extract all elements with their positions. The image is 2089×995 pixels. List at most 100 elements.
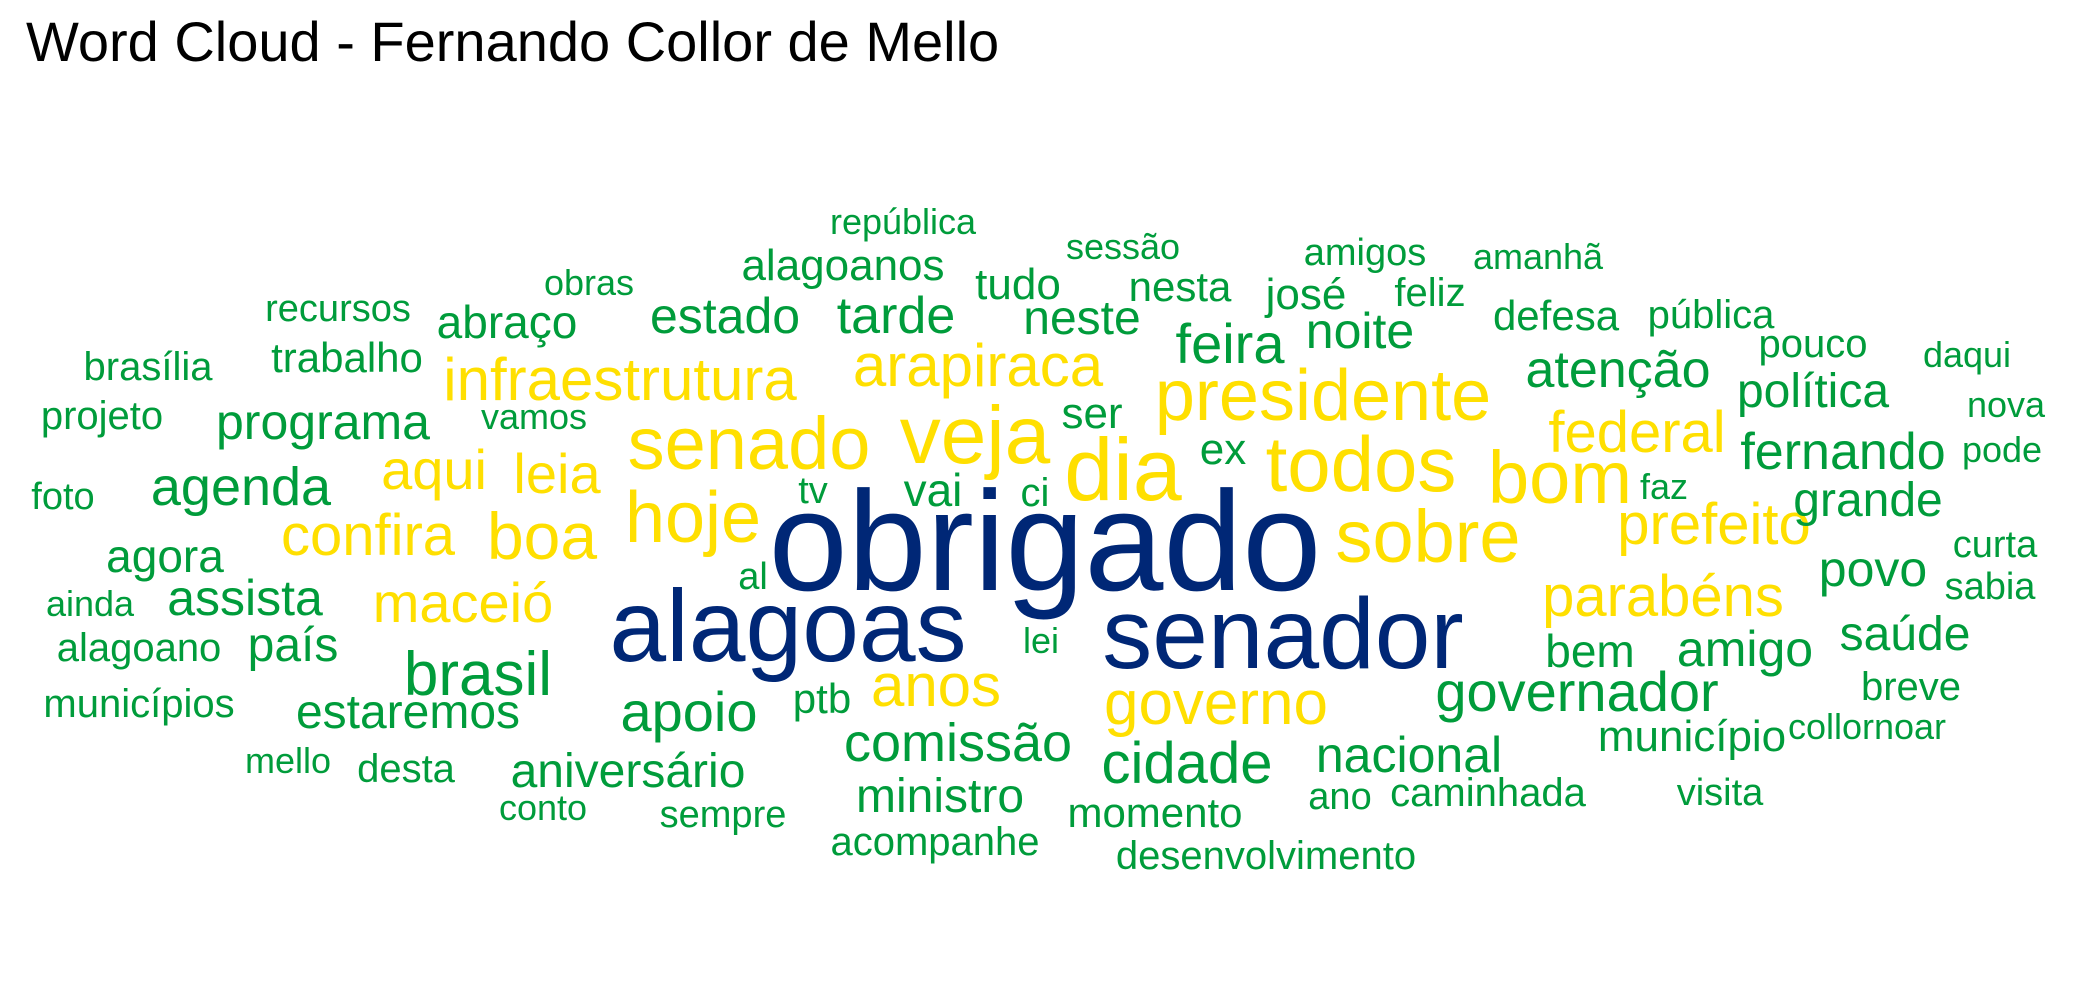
word-projeto: projeto (40, 394, 164, 438)
word-desenvolvimento: desenvolvimento (1115, 834, 1417, 878)
word-alagoano: alagoano (56, 626, 222, 670)
word-tarde: tarde (836, 287, 956, 345)
word-governador: governador (1435, 660, 1719, 723)
word-assista: assista (167, 570, 323, 626)
word-visita: visita (1676, 772, 1764, 814)
word-lei: lei (1022, 620, 1060, 661)
word-fernando: fernando (1740, 423, 1946, 481)
word-tudo: tudo (975, 260, 1061, 309)
word-sessão: sessão (1065, 226, 1181, 267)
word-aniversário: aniversário (510, 745, 746, 798)
word-povo: povo (1818, 541, 1928, 597)
word-agenda: agenda (150, 457, 332, 517)
word-daqui: daqui (1922, 334, 2012, 375)
word-programa: programa (216, 394, 430, 450)
word-mello: mello (244, 740, 332, 781)
word-boa: boa (486, 499, 598, 573)
word-amigo: amigo (1676, 621, 1814, 677)
word-brasília: brasília (83, 345, 213, 389)
word-pode: pode (1961, 429, 2043, 470)
word-estado: estado (649, 288, 801, 344)
word-momento: momento (1067, 789, 1243, 836)
word-vamos: vamos (480, 396, 588, 437)
word-todos: todos (1265, 420, 1457, 508)
word-sempre: sempre (659, 794, 787, 836)
word-prefeito: prefeito (1617, 492, 1811, 557)
word-nova: nova (1966, 384, 2046, 425)
word-federal: federal (1548, 400, 1726, 465)
word-faz: faz (1639, 466, 1689, 507)
word-recursos: recursos (265, 288, 411, 330)
word-maceió: maceió (372, 571, 554, 634)
word-curta: curta (1952, 524, 2038, 566)
word-hoje: hoje (624, 478, 762, 558)
word-anos: anos (870, 652, 1002, 719)
word-amigos: amigos (1303, 232, 1427, 274)
word-confira: confira (280, 503, 456, 568)
word-breve: breve (1860, 665, 1962, 709)
word-comissão: comissão (843, 713, 1073, 773)
word-alagoanos: alagoanos (741, 241, 945, 290)
chart-title: Word Cloud - Fernando Collor de Mello (26, 10, 1000, 73)
word-noite: noite (1305, 303, 1415, 359)
word-conto: conto (498, 787, 588, 828)
word-leia: leia (513, 442, 601, 505)
word-atenção: atenção (1525, 341, 1711, 399)
word-bom: bom (1488, 436, 1632, 519)
word-grande: grande (1793, 474, 1943, 527)
word-senador: senador (1102, 578, 1464, 690)
word-cidade: cidade (1101, 731, 1273, 796)
word-política: política (1736, 365, 1890, 418)
word-parabéns: parabéns (1542, 564, 1784, 629)
word-país: país (247, 619, 339, 672)
word-apoio: apoio (620, 680, 758, 743)
word-abraço: abraço (436, 296, 578, 348)
word-bem: bem (1545, 625, 1635, 677)
word-obras: obras (543, 262, 635, 303)
word-ainda: ainda (45, 583, 135, 624)
word-municípios: municípios (43, 682, 235, 726)
word-feliz: feliz (1394, 271, 1466, 315)
word-caminhada: caminhada (1390, 771, 1586, 815)
word-tv: tv (798, 470, 828, 512)
word-vai: vai (903, 464, 963, 516)
word-amanhã: amanhã (1472, 236, 1604, 277)
word-feira: feira (1175, 312, 1285, 375)
word-trabalho: trabalho (271, 334, 423, 381)
word-al: al (738, 556, 768, 598)
word-infraestrutura: infraestrutura (443, 346, 797, 413)
word-sabia: sabia (1944, 566, 2036, 608)
word-neste: neste (1023, 292, 1141, 345)
word-ministro: ministro (855, 770, 1025, 823)
word-governo: governo (1103, 669, 1329, 738)
word-nacional: nacional (1315, 727, 1503, 783)
word-desta: desta (357, 747, 455, 791)
word-ano: ano (1308, 776, 1372, 818)
word-arapiraca: arapiraca (852, 332, 1104, 399)
word-acompanhe: acompanhe (830, 820, 1040, 864)
word-pública: pública (1647, 293, 1775, 337)
word-dia: dia (1064, 420, 1182, 519)
word-ptb: ptb (792, 675, 852, 722)
word-ser: ser (1061, 389, 1123, 438)
word-república: república (829, 201, 977, 242)
word-aqui: aqui (381, 438, 487, 501)
word-foto: foto (31, 476, 95, 518)
word-brasil: brasil (403, 640, 553, 709)
word-município: município (1597, 712, 1787, 761)
word-estaremos: estaremos (295, 686, 521, 739)
word-collornoar: collornoar (1787, 706, 1947, 747)
word-ci: ci (1020, 471, 1050, 515)
word-pouco: pouco (1758, 322, 1868, 366)
word-josé: josé (1265, 270, 1347, 319)
word-agora: agora (106, 530, 224, 582)
word-defesa: defesa (1492, 292, 1620, 339)
word-nesta: nesta (1128, 263, 1232, 310)
word-presidente: presidente (1154, 356, 1492, 436)
word-alagoas: alagoas (609, 569, 967, 683)
word-sobre: sobre (1335, 495, 1521, 578)
word-senado: senado (627, 402, 871, 485)
word-ex: ex (1199, 425, 1247, 474)
word-saúde: saúde (1839, 608, 1971, 661)
